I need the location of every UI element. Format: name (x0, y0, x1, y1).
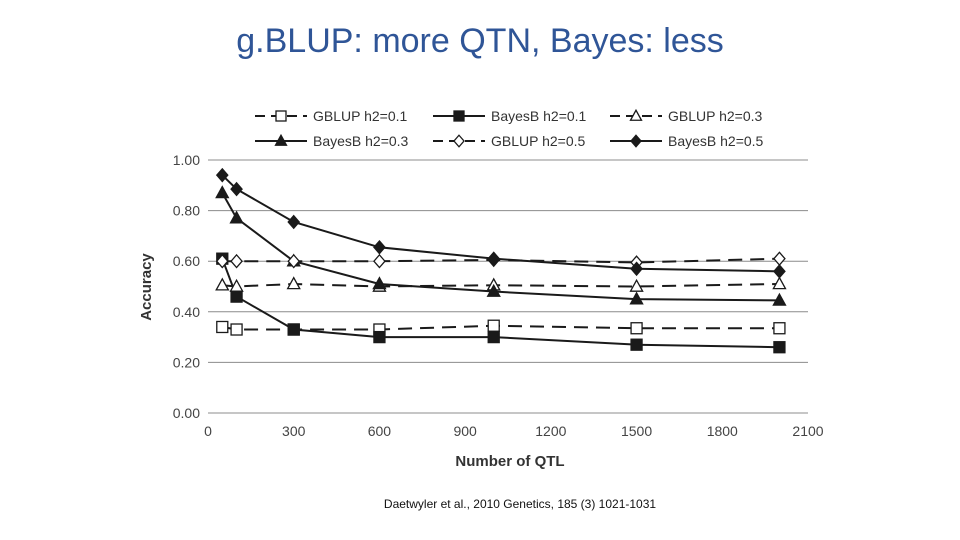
x-tick-label: 2100 (792, 423, 823, 439)
data-point (630, 261, 643, 277)
data-point (287, 253, 301, 269)
data-point (372, 276, 387, 290)
legend-marker (629, 108, 643, 121)
x-tick-label: 900 (453, 423, 477, 439)
legend-label: BayesB h2=0.3 (313, 133, 409, 149)
series-line (222, 324, 780, 331)
x-axis-ticks: 0 300 600 900 1200 1500 1800 2100 (204, 423, 824, 439)
data-series (215, 167, 787, 354)
data-point (215, 185, 230, 199)
data-point (629, 291, 644, 305)
series-gblup-h2-0-3 (215, 276, 787, 292)
series-line (222, 282, 780, 288)
data-point (486, 283, 501, 297)
data-point (287, 214, 301, 230)
data-point (772, 276, 787, 290)
legend-label: BayesB h2=0.5 (668, 133, 764, 149)
data-point (229, 210, 244, 224)
chart-legend: GBLUP h2=0.1 BayesB h2=0.1 GBLUP h2=0.3 Bay… (255, 108, 764, 149)
slide-title: g.BLUP: more QTN, Bayes: less (236, 22, 724, 60)
data-point (773, 264, 786, 279)
data-point (286, 276, 301, 290)
legend-entry: GBLUP h2=0.3 (610, 108, 763, 124)
x-tick-label: 1800 (707, 423, 738, 439)
series-gblup-h2-0-1 (216, 319, 786, 336)
y-tick-label: 0.60 (173, 253, 200, 269)
legend-marker (453, 134, 465, 148)
legend-label: BayesB h2=0.1 (491, 108, 587, 124)
data-point (287, 323, 300, 336)
series-line (221, 258, 780, 349)
data-point (630, 338, 643, 351)
data-point (230, 253, 243, 269)
legend-entry: BayesB h2=0.5 (610, 133, 764, 149)
data-point (773, 322, 786, 335)
y-tick-label: 0.80 (173, 203, 200, 219)
data-point (229, 278, 244, 292)
data-point (230, 181, 243, 197)
y-tick-label: 1.00 (173, 152, 200, 168)
series-line (221, 174, 780, 273)
x-tick-label: 0 (204, 423, 212, 439)
legend-entry: GBLUP h2=0.5 (433, 133, 586, 149)
legend-marker (274, 133, 288, 146)
legend-entry: GBLUP h2=0.1 (255, 108, 408, 124)
data-point (215, 253, 229, 269)
data-point (373, 239, 386, 255)
x-tick-label: 600 (368, 423, 392, 439)
x-axis-title: Number of QTL (455, 453, 564, 470)
data-point (630, 322, 643, 335)
x-tick-label: 1200 (535, 423, 566, 439)
data-point (487, 251, 501, 266)
legend-entry: BayesB h2=0.1 (433, 108, 587, 124)
grid-lines (208, 159, 808, 414)
series-gblup-h2-0-5 (215, 251, 786, 270)
data-point (216, 320, 229, 334)
data-point (230, 323, 243, 336)
y-tick-label: 0.00 (173, 405, 200, 421)
legend-label: GBLUP h2=0.3 (668, 108, 763, 124)
legend-marker (630, 134, 642, 148)
data-point (215, 277, 230, 291)
data-point (487, 319, 500, 332)
y-tick-label: 0.40 (173, 304, 200, 320)
data-point (373, 330, 386, 344)
legend-entry: BayesB h2=0.3 (255, 133, 409, 149)
y-axis-ticks: 0.00 0.20 0.40 0.60 0.80 1.00 (173, 152, 200, 421)
series-bayesb-h2-0-1 (216, 252, 786, 354)
legend-label: GBLUP h2=0.1 (313, 108, 408, 124)
data-point (629, 278, 644, 292)
y-tick-label: 0.20 (173, 354, 200, 370)
y-axis-title: Accuracy (138, 253, 155, 321)
series-bayesb-h2-0-3 (215, 185, 787, 306)
data-point (215, 167, 229, 183)
x-tick-label: 300 (282, 423, 306, 439)
data-point (230, 290, 243, 303)
legend-label: GBLUP h2=0.5 (491, 133, 586, 149)
data-point (773, 251, 786, 266)
legend-marker (453, 110, 465, 122)
legend-marker (275, 110, 287, 122)
data-point (373, 253, 386, 269)
data-point (772, 292, 787, 306)
data-point (773, 341, 786, 354)
citation: Daetwyler et al., 2010 Genetics, 185 (3)… (383, 497, 657, 511)
x-tick-label: 1500 (621, 423, 652, 439)
data-point (487, 330, 500, 344)
series-bayesb-h2-0-5 (215, 167, 786, 279)
series-line (221, 192, 780, 302)
